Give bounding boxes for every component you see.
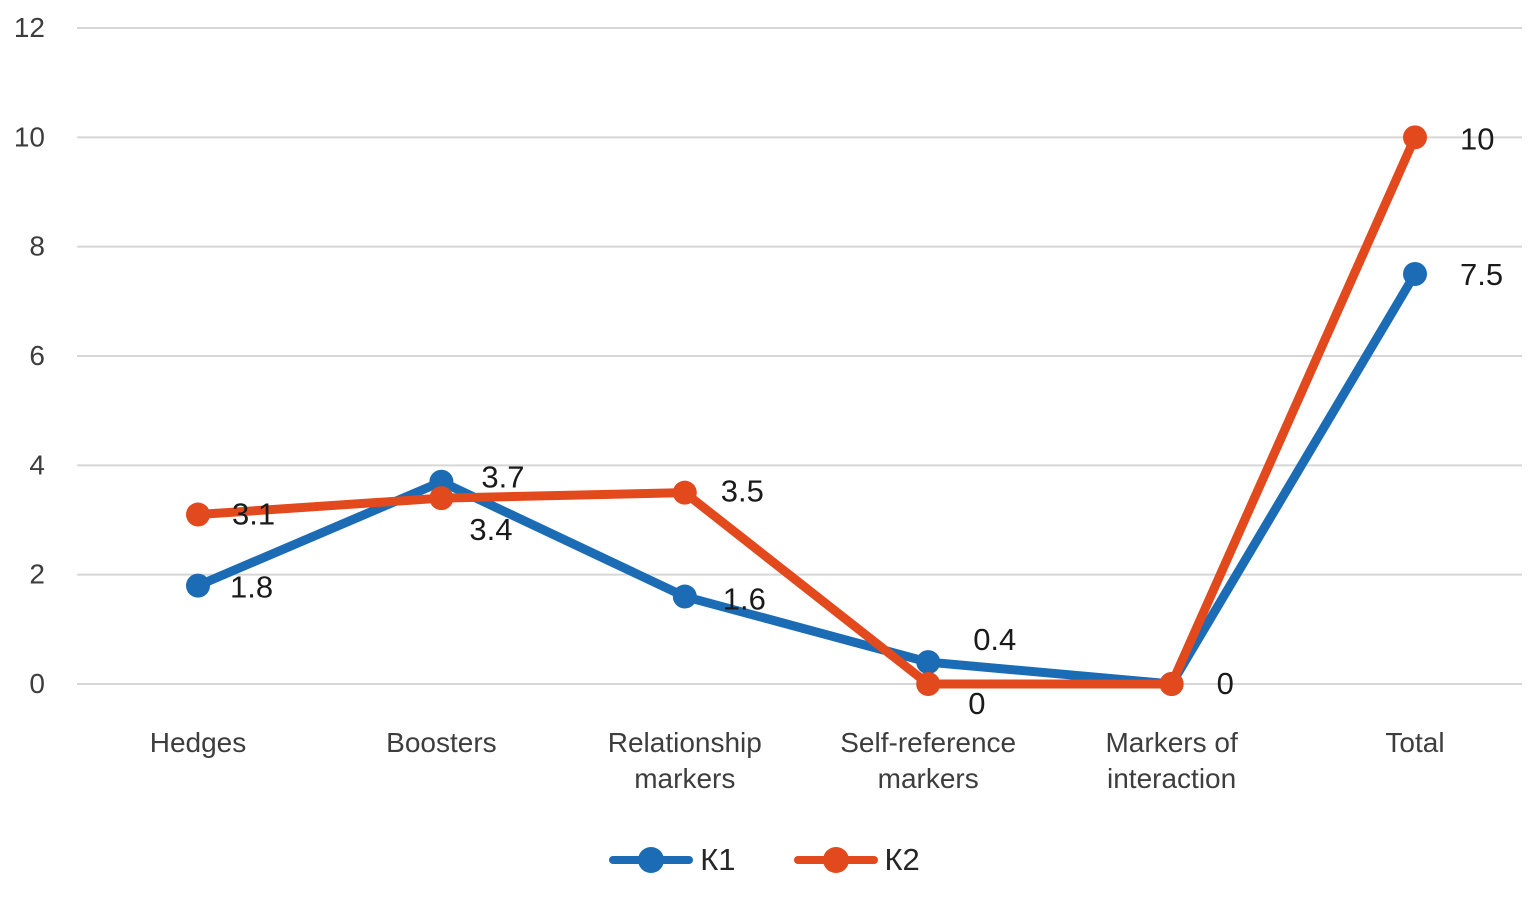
x-axis-category-label: Total: [1385, 727, 1444, 758]
x-axis-category-label: Markers of: [1105, 727, 1237, 758]
y-axis-tick-label: 12: [14, 12, 45, 43]
data-label-series-2: 3.1: [232, 497, 275, 532]
x-axis-category-label: interaction: [1107, 763, 1236, 794]
y-axis-tick-label: 10: [14, 121, 45, 152]
legend-item-k2: К2: [793, 842, 920, 877]
legend-marker-k1-icon: [609, 846, 694, 873]
data-point-series-1: [916, 650, 941, 675]
data-label-series-2: 0: [968, 686, 985, 721]
data-label-series-2: 10: [1460, 121, 1494, 156]
data-point-series-2: [186, 502, 210, 527]
data-label-series-1: 7.5: [1460, 257, 1503, 292]
x-axis-category-label: Hedges: [150, 727, 247, 758]
data-point-series-1: [429, 469, 454, 494]
series-line-2: [193, 132, 1420, 689]
data-point-series-2: [672, 480, 697, 505]
data-label-series-1: 1.8: [230, 570, 273, 605]
x-axis-category-label: Self-reference: [840, 727, 1016, 758]
x-axis-category-label: Boosters: [386, 727, 497, 758]
data-label-series-1: 3.7: [481, 460, 524, 495]
legend-item-k1: К1: [609, 842, 736, 877]
data-point-series-1: [186, 573, 210, 598]
x-axis-category-label: markers: [634, 763, 735, 794]
data-point-series-1: [1403, 262, 1427, 287]
y-axis-tick-label: 4: [29, 449, 45, 480]
x-axis-category-label: markers: [878, 763, 979, 794]
y-axis-tick-label: 0: [29, 668, 45, 699]
legend-dot-k2: [822, 846, 849, 873]
data-label-series-2: 3.4: [469, 512, 512, 547]
data-label-series-1: 1.6: [723, 582, 766, 617]
legend-dot-k1: [638, 846, 665, 873]
data-label-series-2: 0: [1217, 666, 1234, 701]
data-label-series-1: 0.4: [973, 622, 1016, 657]
y-axis-tick-label: 6: [29, 340, 45, 371]
legend-label-k2: К2: [884, 842, 920, 877]
data-point-series-2: [429, 486, 454, 511]
data-point-series-1: [672, 584, 697, 609]
y-axis-tick-label: 2: [29, 559, 45, 590]
y-axis-tick-label: 8: [29, 231, 45, 262]
series-line-1: [193, 269, 1420, 689]
data-point-series-2: [1403, 125, 1427, 150]
data-point-series-2: [916, 672, 941, 696]
chart-legend: К1 К2: [0, 844, 1529, 875]
data-label-series-2: 3.5: [721, 474, 764, 509]
legend-label-k1: К1: [700, 842, 736, 877]
data-point-series-2: [1159, 672, 1184, 696]
legend-marker-k2-icon: [793, 846, 878, 873]
x-axis-category-label: Relationship: [608, 727, 762, 758]
